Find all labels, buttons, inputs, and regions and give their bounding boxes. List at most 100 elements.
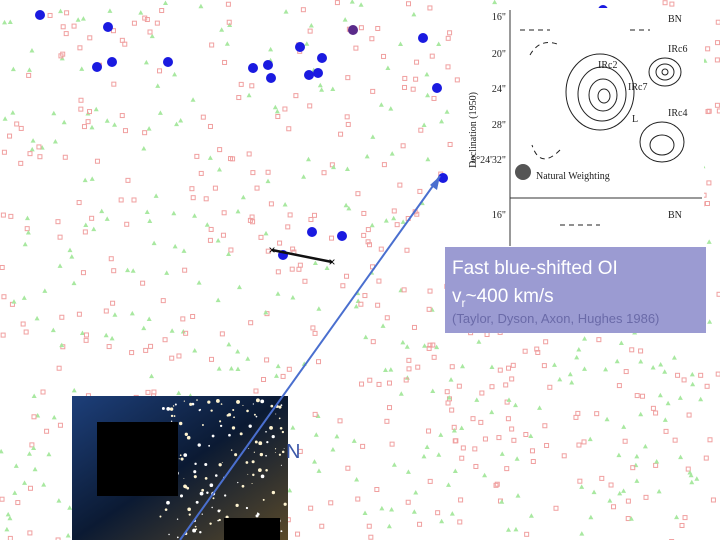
red-star [504,399,510,405]
red-star [402,84,408,90]
photo-star [209,483,214,488]
photo-star [206,491,209,494]
red-star [374,487,380,493]
green-star [31,445,37,450]
green-star [7,19,13,24]
green-star [50,327,56,333]
green-star [91,226,97,232]
photo-star [172,405,175,407]
green-star [614,358,620,364]
blue-source [348,25,358,35]
red-star [122,128,128,134]
red-star [47,12,53,18]
red-star [431,95,437,101]
green-star [246,92,252,98]
red-star [444,389,450,395]
inset-tick: 16" [492,12,506,23]
green-star [287,487,293,493]
photo-star [275,413,277,415]
red-star [643,494,649,500]
red-star [228,247,234,253]
photo-star [188,513,191,516]
green-star [138,10,144,15]
red-star [384,315,390,321]
blue-source [266,73,276,83]
photo-star [180,457,184,461]
green-star [698,396,704,402]
red-star [458,497,464,503]
red-star [189,186,195,192]
green-star [364,153,370,159]
green-star [657,392,663,398]
red-star [144,17,150,23]
red-star [118,197,124,203]
green-star [379,505,385,511]
green-star [380,323,386,328]
red-star [345,465,351,471]
red-star [681,377,687,383]
green-star [688,472,694,478]
red-star [316,359,322,365]
red-star [249,83,255,89]
green-star [634,478,640,483]
red-star [484,331,490,337]
red-star [405,499,411,505]
red-star [406,357,412,363]
red-star [287,212,293,218]
red-star [375,25,381,31]
red-star [355,191,361,197]
green-star [674,514,680,520]
blue-source [35,10,45,20]
photo-star [274,448,277,450]
green-star [354,476,360,482]
label-title: Fast blue-shifted OI [452,258,618,279]
green-star [385,65,391,71]
red-star [365,227,371,233]
photo-star [278,453,282,456]
green-star [513,526,519,532]
photo-star [214,474,218,477]
red-star [401,287,407,293]
green-star [34,315,40,321]
green-star [537,405,543,410]
photo-star [258,441,263,446]
green-star [386,523,392,529]
red-star [89,215,95,221]
green-star [89,124,95,130]
photo-mask [97,422,178,496]
red-star [716,291,720,297]
red-star [445,64,451,70]
inset-bg [460,8,704,248]
red-star [27,151,33,157]
green-star [650,364,656,370]
red-star [253,388,259,394]
green-star [506,397,512,402]
blue-source [163,57,173,67]
green-star [678,454,684,460]
red-star [445,400,451,406]
green-star [104,216,110,221]
red-star [265,248,271,254]
red-star [427,5,433,11]
photo-star [236,399,241,404]
red-star [418,127,424,133]
red-star [534,346,540,352]
red-star [381,53,387,59]
red-star [198,170,204,176]
photo-star [237,481,239,484]
photo-star [260,399,265,404]
red-star [616,383,622,389]
green-star [104,118,110,123]
red-star [575,410,581,416]
red-star [489,384,495,390]
green-star [25,230,31,235]
photo-star [199,531,202,534]
green-star [79,66,85,71]
red-star [106,344,112,350]
source-label: BN [668,14,682,25]
red-star [27,530,33,536]
green-star [330,447,336,452]
green-star [588,514,594,520]
photo-star [208,444,211,447]
red-star [358,301,364,307]
